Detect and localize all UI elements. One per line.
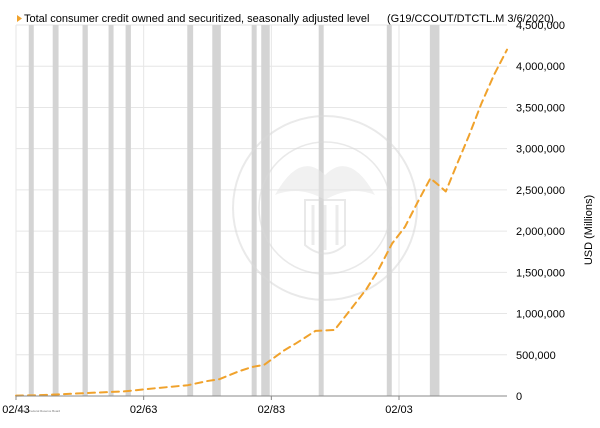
recession-band [261,25,270,396]
federal-reserve-seal-icon [232,115,418,301]
recession-band [187,25,194,396]
recession-band [28,25,34,396]
y-tick-label: 1,000,000 [516,309,565,321]
legend-marker-icon [17,15,22,22]
y-tick-label: 0 [516,391,522,403]
labels-layer: 0 500,000 1,000,000 1,500,000 2,000,000 2,500… [2,13,595,416]
y-tick-label: 1,500,000 [516,267,565,279]
series-code: (G19/CCOUT/DTCTL.M 3/6/2020) [387,13,554,25]
recession-band [52,25,59,396]
x-tick-label: 02/63 [130,404,158,416]
recession-band [212,25,221,396]
recession-band [251,25,257,396]
y-axis-label: USD (Millions) [583,195,595,265]
recession-band [108,25,114,396]
y-tick-label: 2,000,000 [516,226,565,238]
footnote: Source: Federal Reserve Board [18,409,61,413]
axes [15,395,507,400]
y-tick-label: 3,500,000 [516,102,565,114]
y-tick-label: 500,000 [516,350,556,362]
x-tick-label: 02/43 [2,404,30,416]
recession-band [386,25,392,396]
recession-band [429,25,440,396]
recession-bands [28,25,440,396]
y-tick-label: 4,000,000 [516,61,565,73]
x-tick-label: 02/03 [385,404,413,416]
recession-band [125,25,131,396]
x-tick-label: 02/83 [258,404,286,416]
y-tick-label: 3,000,000 [516,144,565,156]
series-line-0 [15,48,508,397]
y-tick-label: 2,500,000 [516,185,565,197]
y-tick-label: 4,500,000 [516,20,565,32]
series-layer [15,48,508,397]
recession-band [318,25,324,396]
chart-title: Total consumer credit owned and securiti… [24,13,369,25]
recession-band [82,25,88,396]
